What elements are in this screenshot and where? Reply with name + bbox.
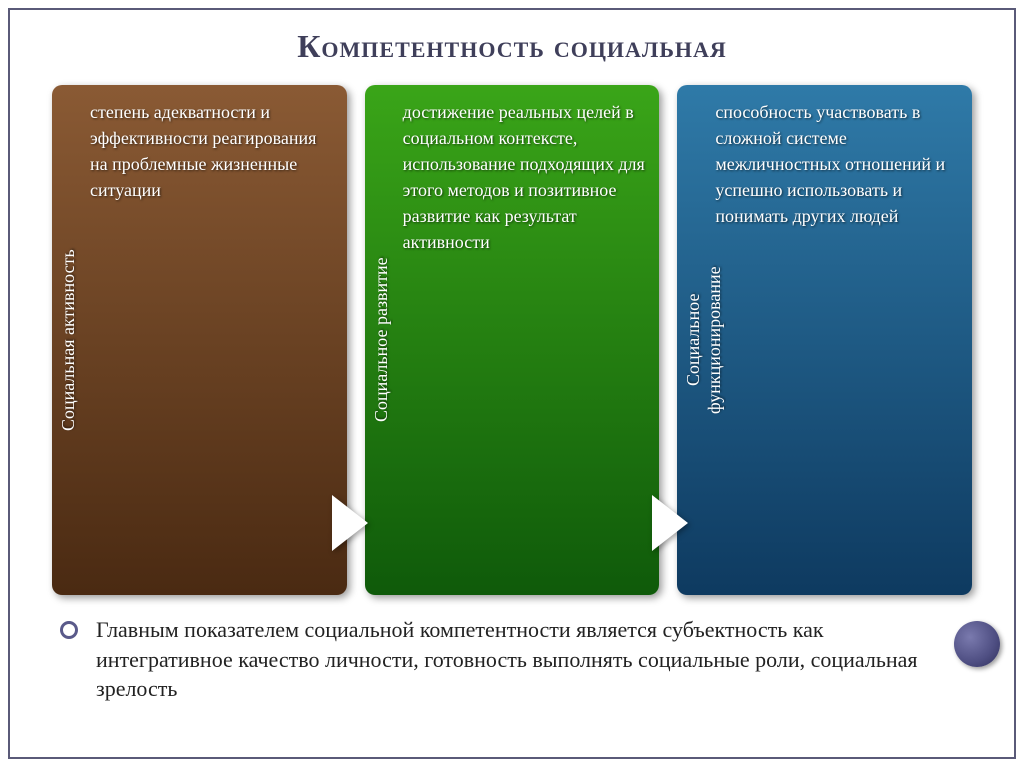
page-title: Компетентность социальная — [10, 28, 1014, 65]
slide-frame: Компетентность социальная Социальная акт… — [8, 8, 1016, 759]
card-body-text: степень адекватности и эффективности реа… — [82, 85, 347, 595]
card-body-text: достижение реальных целей в социальном к… — [395, 85, 660, 595]
decorative-dot-icon — [954, 621, 1000, 667]
card-body-text: способность участвовать в сложной систем… — [707, 85, 972, 595]
arrow-icon — [332, 495, 368, 551]
card-social-activity: Социальная активность степень адекватнос… — [52, 85, 347, 595]
footer-text: Главным показателем социальной компетент… — [96, 615, 954, 704]
bullet-icon — [60, 621, 78, 639]
card-social-development: Социальное развитие достижение реальных … — [365, 85, 660, 595]
card-side-label: Социальное развитие — [365, 85, 395, 595]
cards-row: Социальная активность степень адекватнос… — [10, 65, 1014, 595]
card-side-label: Социальная активность — [52, 85, 82, 595]
card-social-functioning: Социальное функционирование способность … — [677, 85, 972, 595]
footer-row: Главным показателем социальной компетент… — [10, 595, 1014, 704]
arrow-icon — [652, 495, 688, 551]
